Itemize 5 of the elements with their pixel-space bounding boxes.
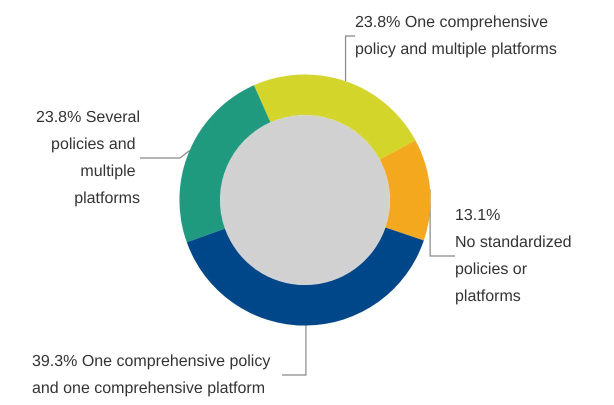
slice-label: 39.3% One comprehensive policy and one comprehensive platform <box>32 353 275 397</box>
slice-label: 23.8% Several policies and multiple platforms <box>36 109 140 207</box>
slice-label: 23.8% One comprehensive policy and multiple platforms <box>355 14 557 58</box>
slice-label: No standardized policies or platforms <box>455 234 576 305</box>
data-label: 13.1% <box>455 207 500 224</box>
